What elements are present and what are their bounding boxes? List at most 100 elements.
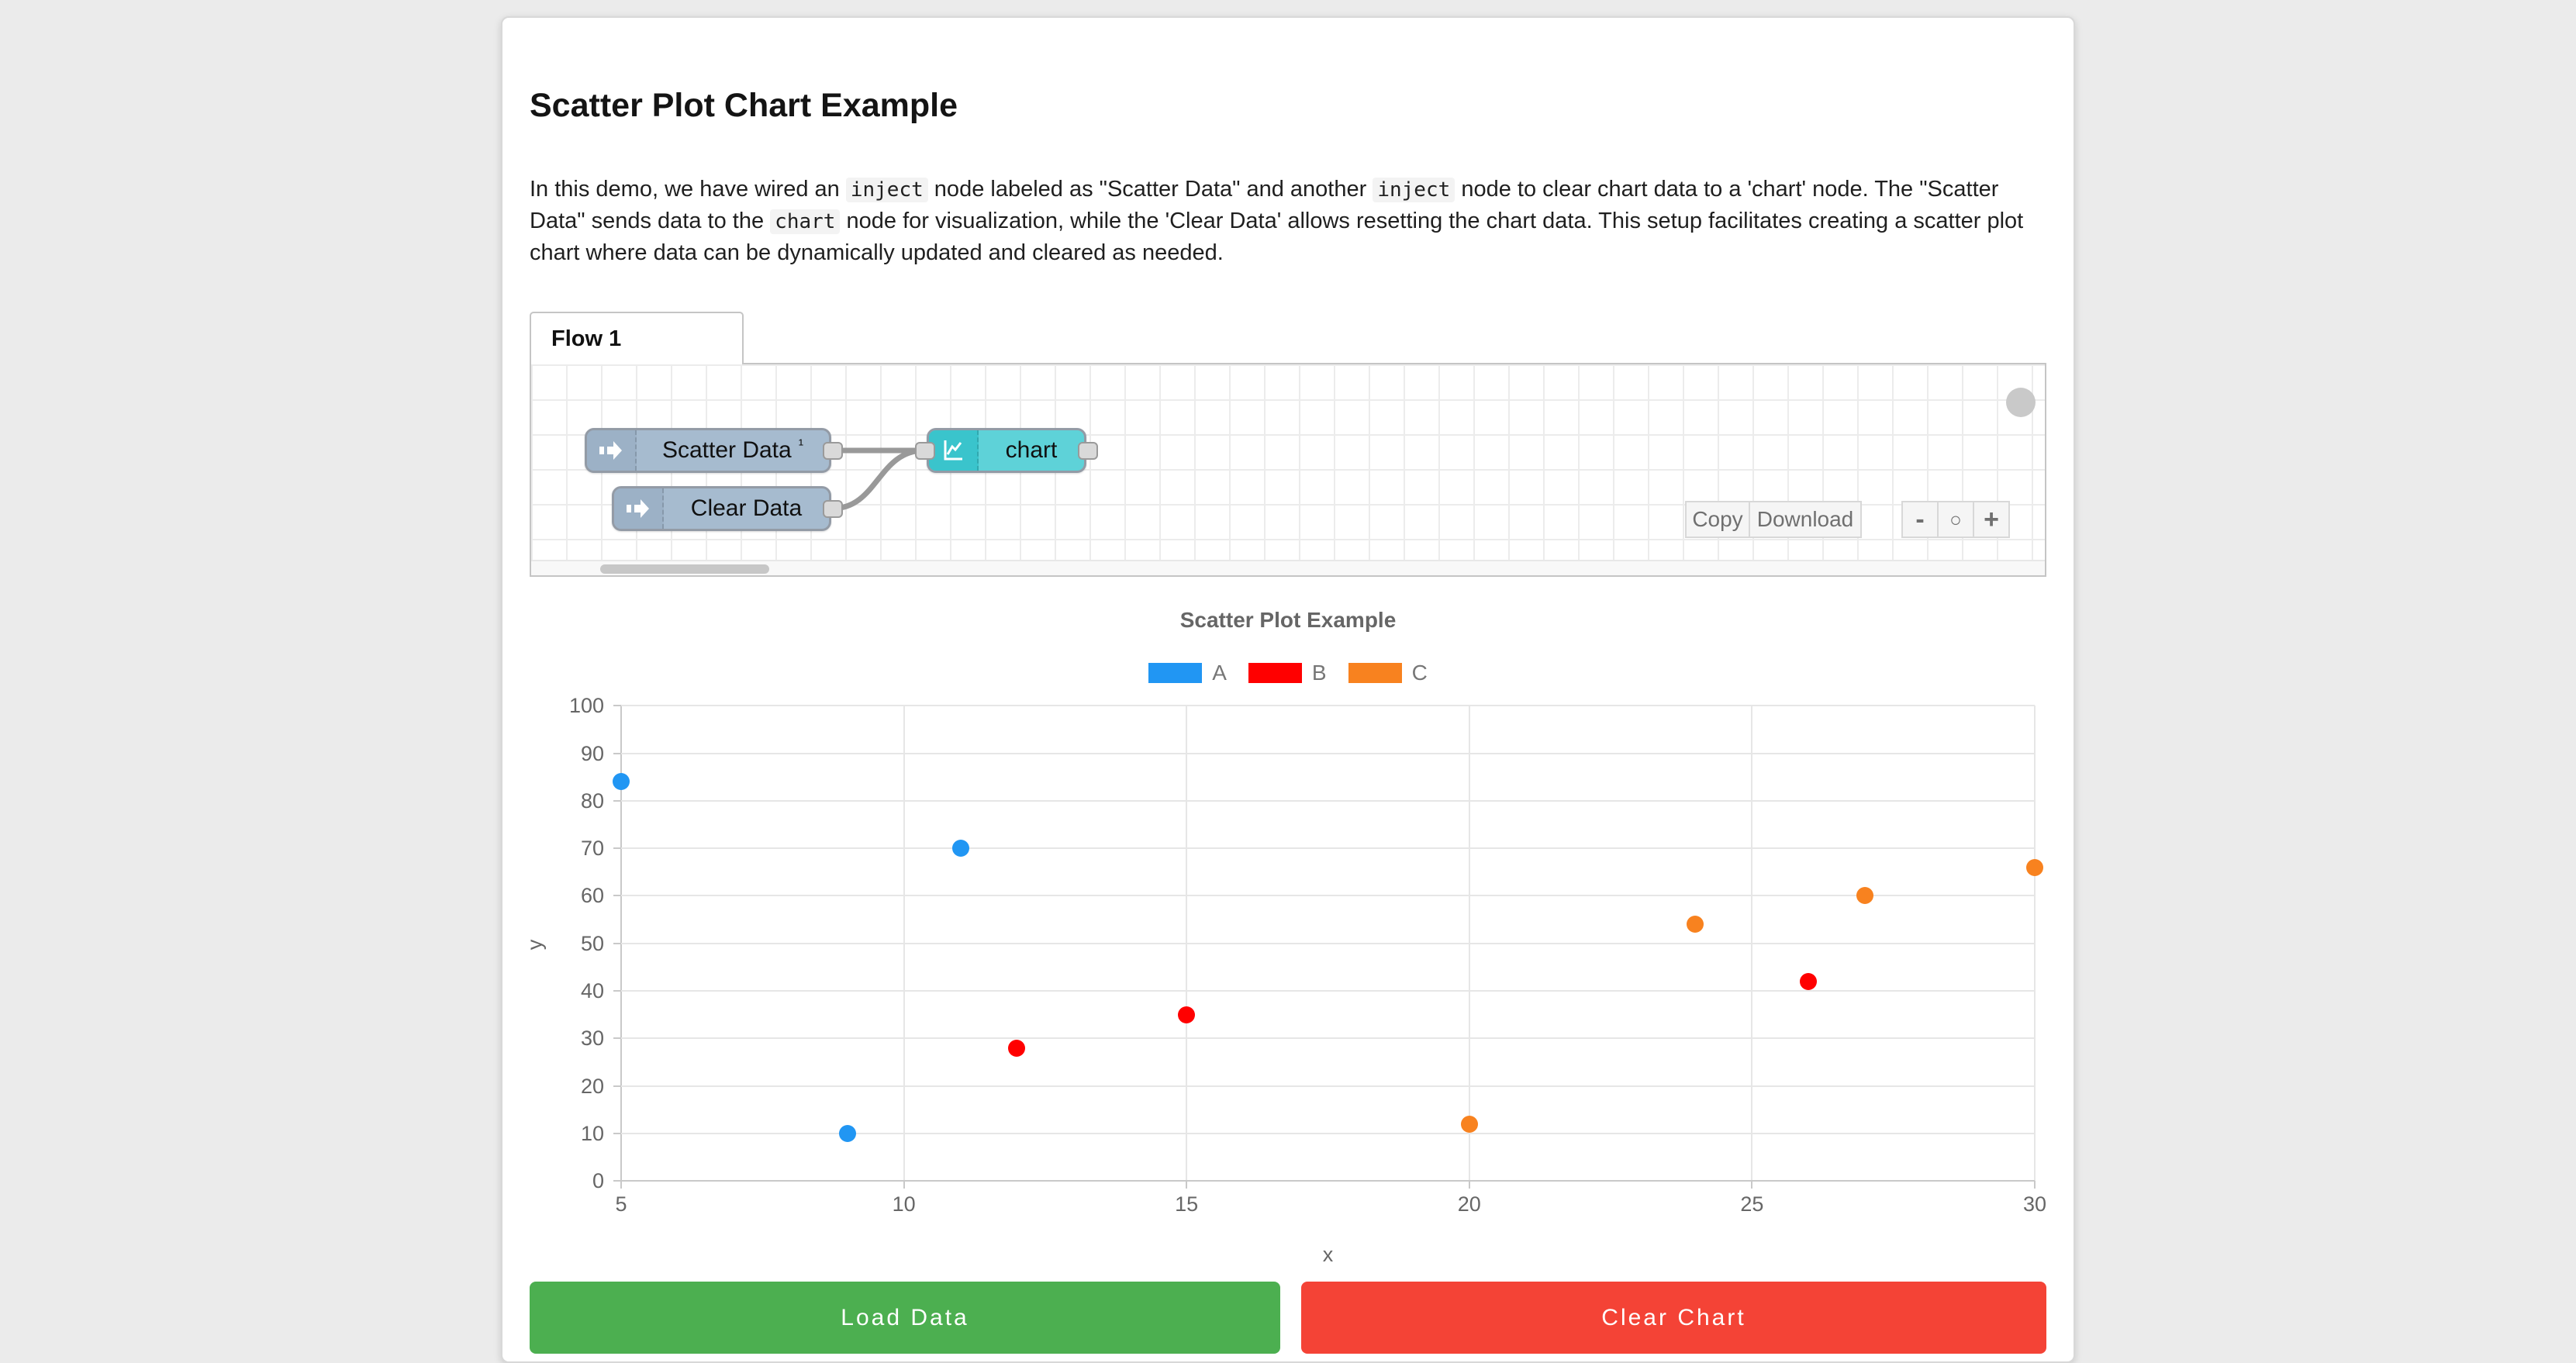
plot-area [613,705,2043,1182]
gridline-y-70 [621,847,2035,850]
port-clear-data-out[interactable] [823,500,843,519]
gridline-y-0 [621,1180,2035,1182]
download-button[interactable]: Download [1749,501,1862,539]
node-chart-label: chart [1005,437,1058,464]
flow-workspace: Scatter Data ¹ Clear Data [530,363,2046,578]
legend-item-C[interactable]: C [1348,661,1428,685]
x-tick-25 [1751,1181,1753,1189]
copy-button[interactable]: Copy [1685,501,1750,539]
x-tick-10 [903,1181,905,1189]
data-point-A-11-70 [951,840,969,857]
x-tick-15 [1186,1181,1188,1189]
data-point-C-30-66 [2026,858,2043,876]
legend-item-B[interactable]: B [1248,661,1327,685]
gridline-y-20 [621,1085,2035,1087]
chart-title: Scatter Plot Example [1179,608,1397,633]
load-data-button[interactable]: Load Data [530,1282,1280,1354]
y-tick-label-20: 20 [580,1074,604,1098]
x-tick-label-10: 10 [892,1192,916,1216]
inject-icon [587,430,637,471]
gridline-y-100 [621,705,2035,707]
data-point-C-20-12 [1460,1115,1478,1133]
y-tick-40 [613,990,621,992]
zoom-out-button[interactable]: - [1901,501,1939,539]
port-scatter-data-out[interactable] [823,442,843,461]
port-chart-in[interactable] [915,442,935,461]
legend-item-A[interactable]: A [1148,661,1227,685]
data-point-A-9-10 [838,1124,856,1142]
y-tick-label-60: 60 [580,884,604,908]
page-title: Scatter Plot Chart Example [530,87,958,124]
data-point-C-24-54 [1687,916,1704,933]
legend-label: B [1311,661,1327,685]
gridline-x-30 [2034,706,2036,1182]
y-tick-10 [613,1132,621,1134]
inline-code: inject [1373,178,1455,203]
intro-text-run: node labeled as "Scatter Data" and anoth… [927,177,1373,202]
content-card: Scatter Plot Chart Example In this demo,… [501,16,2075,1363]
zoom-reset-button[interactable]: ○ [1937,501,1974,539]
y-tick-label-90: 90 [580,741,604,765]
gridline-y-40 [621,990,2035,992]
clear-chart-button[interactable]: Clear Chart [1301,1282,2046,1354]
x-tick-20 [1468,1181,1470,1189]
y-tick-label-30: 30 [580,1027,604,1051]
data-point-B-26-42 [1800,972,1818,990]
gridline-y-10 [621,1132,2035,1134]
data-point-B-15-35 [1178,1006,1196,1023]
horizontal-scrollbar-track [531,560,2045,576]
legend-label: A [1212,661,1227,685]
node-clear-data[interactable]: Clear Data [612,486,831,532]
x-tick-label-20: 20 [1457,1192,1481,1216]
line-chart-icon [929,430,979,471]
intro-paragraph: In this demo, we have wired an inject no… [530,174,2046,268]
scatter-chart: Scatter Plot Example A B C 5 10 15 20 25 30 0 10 2… [523,608,2046,1267]
x-tick-label-30: 30 [2022,1192,2047,1216]
y-tick-label-10: 10 [580,1121,604,1145]
inject-icon [614,488,664,530]
plot-wrap: 5 10 15 20 25 30 0 10 20 30 40 50 60 70 80 90 100 y x [523,695,2046,1267]
data-point-A-5-84 [613,773,630,791]
node-scatter-data-label: Scatter Data ¹ [661,437,804,464]
y-tick-label-0: 0 [592,1169,604,1193]
intro-text-run: node for visualization, while the 'Clear… [530,209,2024,266]
y-tick-label-70: 70 [580,837,604,861]
intro-text-run: In this demo, we have wired an [530,177,846,202]
y-tick-60 [613,895,621,897]
y-tick-90 [613,752,621,754]
gridline-y-30 [621,1037,2035,1040]
y-axis-title: y [523,939,547,951]
y-tick-50 [613,942,621,944]
legend-swatch [1248,663,1302,684]
flow-editor: Flow 1 Scatter Data ¹ [530,312,2046,578]
y-tick-30 [613,1037,621,1040]
inline-code: chart [770,209,841,235]
chart-legend: A B C [530,661,2046,685]
x-axis-title: x [1322,1243,1334,1267]
intro-text-run: node to clear chart data to a 'chart' no… [530,177,1999,234]
gridline-y-90 [621,752,2035,754]
legend-swatch [1148,663,1203,684]
y-tick-0 [613,1180,621,1182]
node-badge: ¹ [798,437,804,454]
node-clear-data-label: Clear Data [690,495,803,522]
x-tick-label-25: 25 [1740,1192,1764,1216]
y-tick-label-100: 100 [568,694,604,718]
y-tick-70 [613,847,621,850]
zoom-in-button[interactable]: + [1973,501,2010,539]
inline-code: inject [845,178,928,203]
port-chart-out[interactable] [1078,442,1098,461]
tab-flow-1[interactable]: Flow 1 [530,312,744,365]
horizontal-scrollbar-thumb[interactable] [600,564,769,575]
node-chart[interactable]: chart [927,428,1086,474]
node-scatter-data[interactable]: Scatter Data ¹ [585,428,831,474]
legend-swatch [1348,663,1402,684]
tab-flow-1-label: Flow 1 [551,326,622,351]
data-point-B-12-28 [1008,1039,1026,1057]
y-tick-label-80: 80 [580,788,604,813]
x-tick-label-5: 5 [615,1192,627,1216]
x-tick-30 [2034,1181,2036,1189]
vertical-scrollbar-thumb[interactable] [2006,388,2036,418]
legend-label: C [1411,661,1428,685]
gridline-y-80 [621,799,2035,802]
